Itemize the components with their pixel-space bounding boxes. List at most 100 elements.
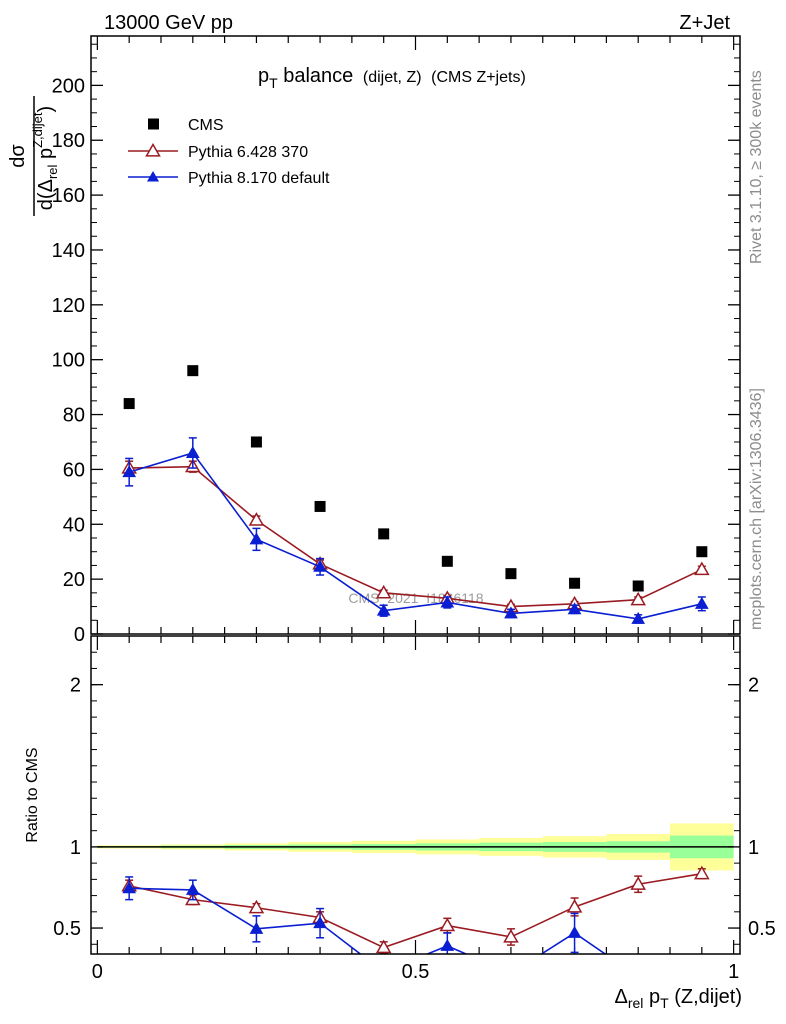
data-point-pythia8 — [376, 603, 391, 616]
legend: CMS Pythia 6.428 370 Pythia 8.170 default — [128, 117, 330, 187]
ratio-tick-label-left: 2 — [70, 675, 81, 697]
data-point-pythia6 — [375, 584, 392, 599]
ratio-tick-label-left: 1 — [70, 837, 81, 859]
data-point-pythia8 — [249, 921, 264, 934]
data-point-pythia8 — [313, 559, 327, 572]
ratio-series — [121, 865, 710, 982]
header-right: Z+Jet — [679, 12, 730, 34]
y-tick-label: 100 — [52, 350, 85, 372]
legend-label: CMS — [188, 117, 224, 134]
legend-label: Pythia 6.428 370 — [188, 144, 308, 161]
y-tick-label: 80 — [63, 405, 85, 427]
data-point-pythia6 — [694, 865, 710, 880]
data-point-pythia6 — [439, 917, 456, 932]
y-tick-label: 180 — [52, 130, 85, 152]
header-left: 13000 GeV pp — [104, 12, 233, 34]
ratio-bands — [97, 823, 734, 871]
plot-title-small: (dijet, Z) — [363, 69, 422, 86]
ratio-tick-label-right: 1 — [748, 837, 759, 859]
ylabel-den-p: p — [35, 148, 57, 165]
ylabel-denominator: d(Δrel pZ,dijet) — [30, 106, 60, 210]
x-tick-label: 1 — [728, 961, 739, 983]
plot-title-sub: T — [269, 75, 278, 91]
data-point-pythia8 — [696, 963, 708, 974]
data-point-cms — [569, 577, 581, 589]
series-line — [129, 465, 703, 608]
data-point-cms — [632, 580, 644, 592]
data-point-pythia8 — [504, 606, 518, 619]
ylabel-den-sub: rel — [45, 164, 60, 179]
ratio-tick-label-right: 0.5 — [748, 918, 776, 940]
y-tick-label: 20 — [63, 569, 85, 591]
data-point-pythia6 — [694, 561, 710, 576]
data-point-pythia6 — [248, 899, 265, 914]
data-point-cms — [187, 365, 199, 377]
legend-marker-cms — [148, 118, 159, 130]
series-line — [129, 887, 607, 954]
data-point-pythia6 — [375, 939, 392, 954]
data-point-pythia6 — [503, 928, 519, 943]
xlabel-psub: T — [660, 995, 669, 1011]
legend-marker-pythia8 — [147, 171, 159, 182]
plot-title-p: p — [258, 65, 269, 87]
data-point-pythia8 — [632, 971, 644, 982]
xlabel-rest: (Z,dijet) — [669, 986, 742, 1008]
y-tick-label: 160 — [52, 185, 85, 207]
data-point-pythia8 — [313, 916, 327, 929]
y-tick-label: 200 — [52, 75, 85, 97]
xlabel: Δrel pT (Z,dijet) — [614, 986, 742, 1011]
y-tick-label: 140 — [52, 240, 85, 262]
rivet-label: Rivet 3.1.10, ≥ 300k events — [748, 70, 765, 264]
data-point-pythia8 — [631, 611, 646, 624]
data-point-pythia6 — [630, 591, 646, 606]
data-point-pythia8 — [505, 967, 517, 978]
x-tick-label: 0 — [92, 961, 103, 983]
xlabel-sub: rel — [628, 995, 644, 1011]
data-point-pythia8 — [249, 532, 264, 545]
axis-ticks: 0 20 40 60 80 100 120 140 160 180 200 0 0.5 1 0.5 0.5 1 1… — [52, 36, 776, 983]
data-point-pythia8 — [122, 881, 137, 894]
data-point-cms — [250, 436, 262, 448]
main-series — [121, 365, 710, 624]
y-tick-label: 40 — [63, 514, 85, 536]
ylabel-den-close: ) — [35, 106, 57, 113]
data-point-pythia8 — [567, 925, 582, 938]
data-point-cms — [123, 398, 135, 410]
plot-title-rest: balance — [278, 65, 354, 87]
xlabel-p: p — [643, 986, 660, 1008]
legend-marker-pythia6 — [145, 142, 161, 157]
plot-title-tail: (CMS Z+jets) — [431, 69, 526, 86]
ylabel-den-delta: d(Δ — [35, 179, 57, 210]
data-point-pythia6 — [248, 512, 265, 526]
ratio-tick-label-left: 0.5 — [53, 918, 81, 940]
ylabel-top: dσ d(Δrel pZ,dijet) — [7, 96, 60, 216]
data-point-cms — [378, 528, 390, 540]
data-point-cms — [314, 500, 326, 512]
data-point-pythia8 — [440, 938, 455, 951]
xlabel-delta: Δ — [614, 986, 627, 1008]
mcplots-label: mcplots.cern.ch [arXiv:1306.3436] — [748, 388, 765, 630]
ylabel-numerator: dσ — [7, 144, 29, 168]
y-tick-label: 60 — [63, 459, 85, 481]
data-point-pythia8 — [185, 882, 200, 895]
series-line — [128, 452, 703, 620]
data-point-pythia6 — [630, 876, 646, 890]
data-point-pythia8 — [440, 595, 455, 608]
main-frame — [90, 35, 741, 635]
series-line — [129, 872, 702, 949]
data-point-pythia8 — [694, 596, 709, 609]
ratio-tick-label-right: 2 — [748, 675, 759, 697]
data-point-pythia8 — [378, 966, 390, 977]
data-point-pythia8 — [185, 445, 200, 458]
ylabel-ratio: Ratio to CMS — [24, 747, 41, 842]
data-point-pythia8 — [567, 602, 582, 615]
watermark: CMS_2021_I1866118 — [348, 590, 483, 606]
ratio-frame — [90, 635, 741, 955]
x-tick-label: 0.5 — [402, 961, 430, 983]
data-point-cms — [505, 568, 517, 580]
ylabel-den-sup: Z,dijet — [30, 112, 45, 148]
data-point-cms — [696, 546, 708, 558]
data-point-cms — [441, 555, 453, 567]
y-tick-label: 0 — [74, 624, 85, 646]
